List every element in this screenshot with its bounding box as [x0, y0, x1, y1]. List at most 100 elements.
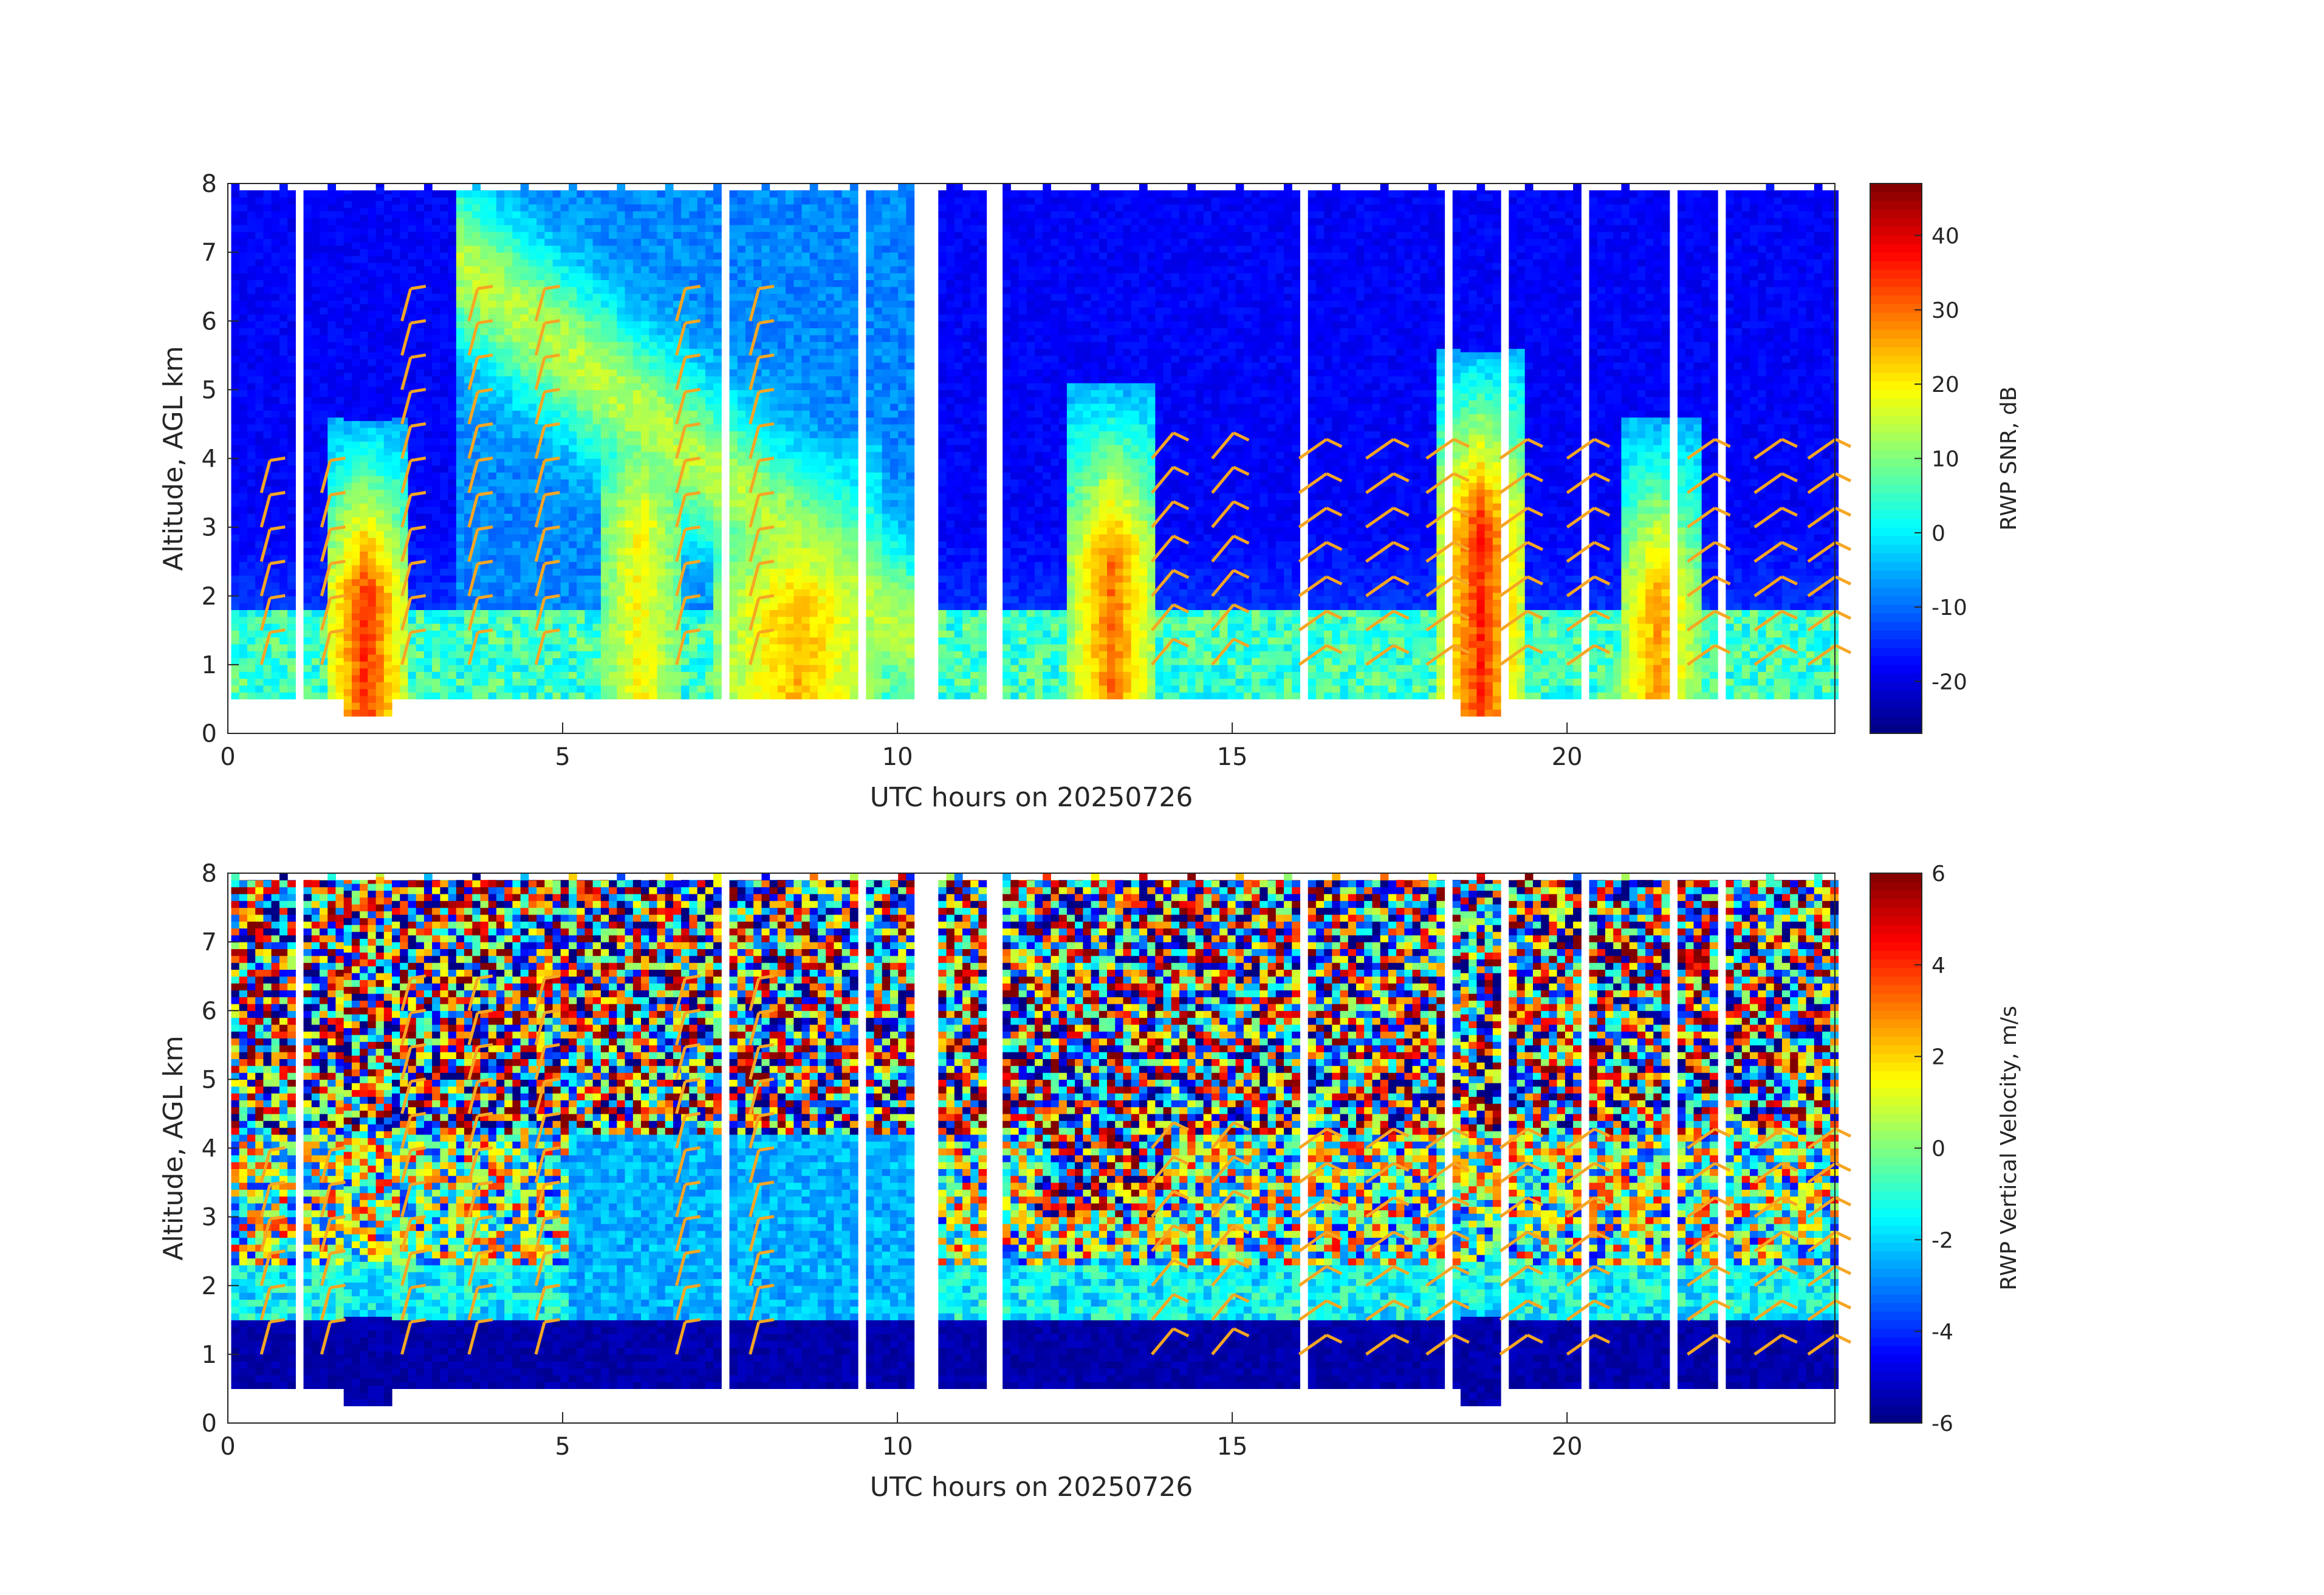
heatmap-cell	[303, 520, 312, 528]
heatmap-cell	[713, 609, 722, 617]
heatmap-cell	[609, 218, 617, 225]
heatmap-cell	[665, 520, 674, 528]
heatmap-cell	[320, 603, 328, 610]
heatmap-cell	[536, 678, 545, 686]
heatmap-cell	[496, 389, 505, 397]
heatmap-cell	[544, 314, 554, 321]
heatmap-cell	[271, 280, 280, 287]
heatmap-cell	[745, 541, 754, 549]
heatmap-cell	[279, 341, 288, 349]
heatmap-cell	[632, 321, 642, 329]
heatmap-cell	[247, 671, 256, 679]
heatmap-cell	[360, 613, 368, 620]
heatmap-cell	[279, 266, 288, 273]
heatmap-cell	[569, 218, 577, 225]
heatmap-cell	[287, 479, 296, 487]
heatmap-cell	[464, 424, 473, 431]
heatmap-cell	[713, 671, 722, 679]
heatmap-cell	[335, 431, 344, 439]
heatmap-cell	[649, 437, 657, 445]
heatmap-cell	[761, 437, 770, 445]
heatmap-cell	[737, 637, 746, 645]
heatmap-cell	[423, 232, 433, 239]
heatmap-cell	[279, 259, 288, 267]
heatmap-cell	[769, 493, 778, 500]
heatmap-cell	[360, 242, 368, 250]
heatmap-cell	[271, 286, 280, 294]
heatmap-cell	[737, 568, 746, 576]
heatmap-cell	[351, 496, 360, 504]
heatmap-cell	[392, 252, 400, 259]
heatmap-cell	[761, 603, 770, 610]
heatmap-cell	[713, 224, 722, 232]
heatmap-cell	[432, 280, 440, 287]
heatmap-cell	[255, 383, 264, 390]
heatmap-cell	[536, 451, 545, 459]
heatmap-cell	[392, 554, 400, 562]
heatmap-cell	[327, 293, 336, 301]
heatmap-cell	[311, 273, 320, 280]
heatmap-cell	[753, 232, 762, 239]
heatmap-cell	[673, 692, 682, 699]
heatmap-cell	[448, 218, 457, 225]
heatmap-cell	[416, 389, 425, 397]
heatmap-cell	[239, 485, 248, 493]
heatmap-cell	[729, 383, 738, 390]
heatmap-cell	[488, 190, 497, 191]
heatmap-cell	[697, 671, 706, 679]
heatmap-cell	[343, 475, 352, 483]
heatmap-cell	[737, 437, 746, 445]
heatmap-cell	[625, 582, 634, 589]
heatmap-cell	[512, 616, 521, 624]
heatmap-cell	[440, 623, 449, 631]
heatmap-cell	[239, 424, 248, 431]
heatmap-cell	[488, 417, 497, 425]
heatmap-cell	[536, 444, 545, 452]
heatmap-cell	[375, 352, 385, 360]
heatmap-cell	[360, 503, 368, 510]
heatmap-cell	[737, 595, 746, 603]
heatmap-cell	[689, 527, 698, 535]
heatmap-cell	[351, 558, 360, 566]
heatmap-cell	[689, 369, 698, 377]
heatmap-cell	[584, 307, 594, 315]
heatmap-cell	[569, 472, 577, 479]
heatmap-cell	[448, 417, 457, 425]
heatmap-cell	[569, 541, 577, 549]
heatmap-cell	[745, 376, 754, 383]
heatmap-cell	[488, 314, 497, 321]
heatmap-cell	[440, 637, 449, 645]
heatmap-cell	[440, 190, 449, 191]
heatmap-cell	[560, 568, 569, 576]
heatmap-cell	[263, 651, 272, 659]
heatmap-cell	[416, 561, 425, 569]
heatmap-cell	[423, 568, 433, 576]
heatmap-cell	[343, 613, 352, 620]
heatmap-cell	[737, 671, 746, 679]
heatmap-cell	[488, 678, 497, 686]
heatmap-cell	[279, 568, 288, 576]
heatmap-cell	[488, 651, 497, 659]
heatmap-cell	[287, 499, 296, 507]
heatmap-cell	[689, 293, 698, 301]
heatmap-cell	[584, 561, 594, 569]
heatmap-cell	[544, 211, 554, 219]
heatmap-cell	[440, 493, 449, 500]
heatmap-cell	[777, 685, 786, 693]
heatmap-cell	[512, 431, 521, 439]
heatmap-cell	[392, 485, 400, 493]
heatmap-cell	[536, 224, 545, 232]
heatmap-cell	[343, 709, 352, 717]
heatmap-cell	[569, 458, 577, 466]
heatmap-cell	[456, 685, 465, 693]
heatmap-cell	[536, 348, 545, 356]
heatmap-cell	[408, 238, 417, 246]
heatmap-cell	[544, 341, 554, 349]
heatmap-cell	[488, 685, 497, 693]
heatmap-cell	[737, 664, 746, 672]
heatmap-cell	[689, 547, 698, 555]
heatmap-cell	[649, 190, 657, 198]
heatmap-cell	[255, 458, 264, 466]
heatmap-cell	[408, 232, 417, 239]
heatmap-cell	[753, 300, 762, 308]
